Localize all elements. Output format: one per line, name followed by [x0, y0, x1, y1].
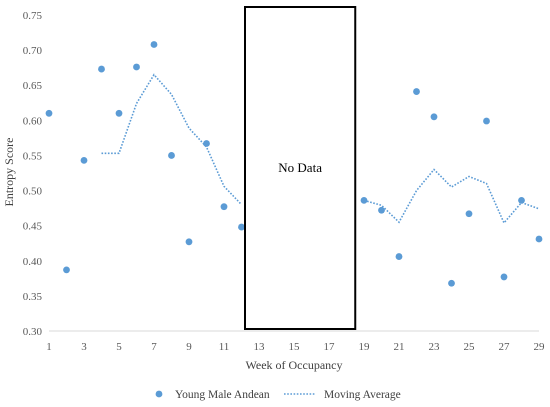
- y-axis-title: Entropy Score: [2, 138, 16, 207]
- x-tick-label: 13: [254, 341, 266, 353]
- data-point: [395, 253, 403, 260]
- y-tick-label: 0.30: [23, 326, 43, 338]
- data-point: [535, 235, 543, 243]
- data-point: [448, 279, 455, 287]
- no-data-box: [244, 6, 357, 330]
- y-tick-label: 0.60: [23, 115, 43, 127]
- data-point: [500, 273, 508, 281]
- y-tick-label: 0.35: [23, 291, 43, 303]
- data-point: [378, 206, 385, 214]
- y-tick-label: 0.70: [23, 45, 43, 57]
- y-tick-label: 0.40: [23, 256, 43, 268]
- data-point: [413, 88, 420, 95]
- data-point: [150, 41, 158, 48]
- data-point: [220, 203, 228, 211]
- data-point: [98, 65, 105, 73]
- x-tick-label: 3: [81, 341, 87, 353]
- moving-average-line: [101, 73, 243, 206]
- legend-label: Young Male Andean: [175, 389, 270, 401]
- x-tick-label: 21: [394, 341, 405, 353]
- x-tick-label: 11: [219, 341, 230, 353]
- x-tick-label: 25: [464, 341, 476, 353]
- x-tick-label: 29: [534, 341, 546, 353]
- x-tick-label: 1: [46, 341, 52, 353]
- x-tick-label: 19: [359, 341, 371, 353]
- y-tick-label: 0.65: [23, 80, 43, 92]
- y-tick-label: 0.45: [23, 221, 43, 233]
- no-data-label: No Data: [278, 160, 322, 175]
- legend-marker-icon: [155, 390, 163, 398]
- x-tick-label: 7: [151, 341, 157, 353]
- data-point: [168, 152, 175, 159]
- x-tick-label: 15: [289, 341, 301, 353]
- data-point: [185, 238, 193, 246]
- data-point: [115, 109, 123, 117]
- x-tick-label: 23: [429, 341, 441, 353]
- moving-average-line: [363, 168, 540, 225]
- y-tick-label: 0.50: [23, 186, 43, 198]
- data-point: [45, 109, 53, 117]
- x-tick-label: 5: [116, 341, 122, 353]
- data-point: [483, 117, 490, 125]
- data-point: [360, 196, 368, 204]
- y-tick-label: 0.55: [23, 150, 43, 162]
- data-point: [430, 113, 438, 121]
- data-point: [133, 63, 140, 71]
- data-point: [80, 156, 88, 164]
- legend-label: Moving Average: [324, 389, 401, 401]
- x-tick-label: 27: [499, 341, 511, 353]
- x-tick-label: 17: [324, 341, 336, 353]
- data-point: [238, 223, 245, 231]
- data-point: [465, 210, 473, 218]
- data-point: [203, 140, 210, 147]
- data-point: [518, 196, 525, 204]
- y-tick-label: 0.75: [23, 10, 43, 22]
- data-point: [63, 266, 70, 274]
- x-tick-label: 9: [186, 341, 192, 353]
- x-axis-title: Week of Occupancy: [246, 358, 343, 372]
